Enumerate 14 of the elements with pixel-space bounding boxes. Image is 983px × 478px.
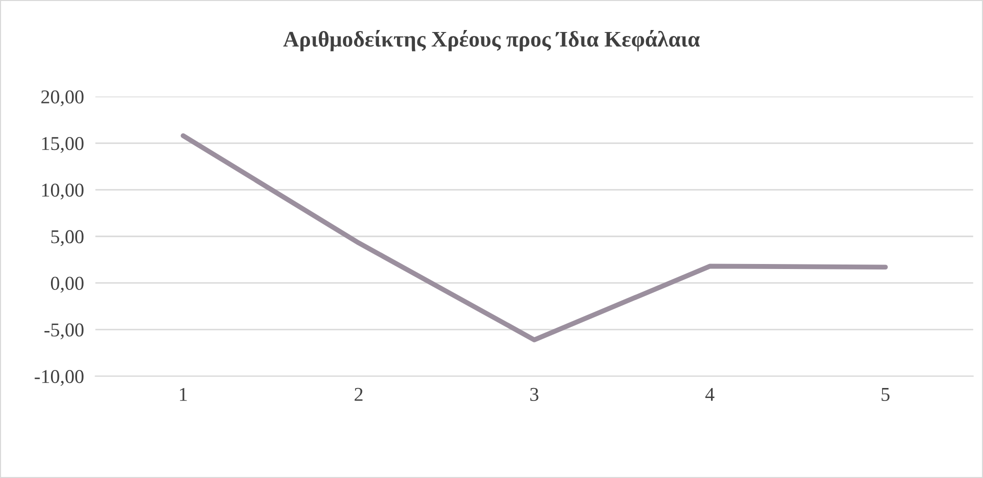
y-tick-label: 15,00: [42, 136, 84, 153]
x-tick-label: 2: [354, 388, 362, 401]
y-tick-label: 0,00: [50, 276, 84, 293]
x-tick-label: 4: [705, 388, 714, 401]
chart-title: Αριθμοδείκτης Χρέους προς Ίδια Κεφάλαια: [283, 30, 700, 52]
y-tick-label: -5,00: [44, 323, 84, 340]
x-tick-label: 3: [530, 388, 538, 401]
y-tick-label: 10,00: [42, 184, 84, 200]
y-tick-label: 5,00: [51, 230, 84, 246]
y-tick-label: 20,00: [41, 90, 84, 106]
line-series: [180, 133, 888, 342]
x-tick-label: 1: [180, 388, 187, 401]
x-tick-label: 5: [882, 388, 890, 401]
y-tick-label: -10,00: [34, 370, 84, 386]
